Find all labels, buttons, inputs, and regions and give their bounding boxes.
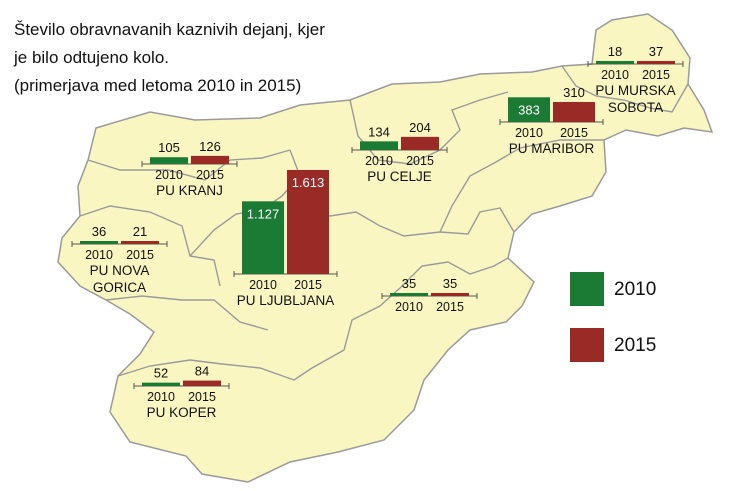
year-tick-label: 2010 [147, 390, 175, 404]
data-label: 52 [154, 366, 168, 381]
legend-swatch-2010 [570, 272, 604, 306]
district-label: PU KOPER [147, 405, 217, 420]
chart-title-line: je bilo odtujeno kolo. [14, 48, 170, 67]
district-label: PU MURSKA [595, 83, 675, 98]
year-tick-label: 2010 [155, 168, 183, 182]
data-label: 105 [158, 140, 180, 155]
map-regions [57, 13, 714, 483]
bar-2010 [242, 201, 284, 274]
data-label: 37 [649, 44, 663, 59]
data-label: 204 [409, 120, 431, 135]
data-label: 18 [608, 44, 622, 59]
data-label: 126 [199, 139, 221, 154]
year-tick-label: 2010 [365, 154, 393, 168]
data-label: 134 [368, 124, 390, 139]
year-tick-label: 2015 [642, 68, 670, 82]
bar-2015 [553, 102, 595, 122]
bar-2015 [637, 61, 675, 64]
district-border [117, 359, 313, 381]
bar-2010 [508, 97, 550, 122]
data-label: 1.613 [292, 175, 325, 190]
year-tick-label: 2015 [406, 154, 434, 168]
year-tick-label: 2015 [196, 168, 224, 182]
year-tick-label: 2015 [188, 390, 216, 404]
district-label: PU MARIBOR [509, 141, 595, 156]
bar-2015 [183, 380, 221, 386]
data-label: 21 [133, 224, 147, 239]
year-tick-label: 2010 [515, 126, 543, 140]
bar-2010 [150, 157, 188, 164]
legend-label-2010: 2010 [614, 279, 657, 300]
year-tick-label: 2010 [601, 68, 629, 82]
district-border [439, 139, 604, 233]
year-tick-label: 2015 [126, 248, 154, 262]
district-label: PU NOVA [90, 263, 150, 278]
legend-label-2015: 2015 [614, 335, 657, 356]
year-tick-label: 2015 [436, 300, 464, 314]
chart-title-line: Število obravnavanih kaznivih dejanj, kj… [14, 20, 325, 39]
data-label: 36 [92, 224, 106, 239]
bar-2015 [121, 241, 159, 244]
year-tick-label: 2015 [560, 126, 588, 140]
data-label: 84 [195, 364, 209, 379]
district-border [311, 257, 509, 369]
district-border [105, 295, 269, 331]
year-tick-label: 2010 [85, 248, 113, 262]
legend-swatch-2015 [570, 328, 604, 362]
data-label: 383 [518, 102, 540, 117]
data-label: 35 [402, 276, 416, 291]
data-label: 310 [563, 85, 585, 100]
district-border [87, 149, 291, 181]
district-border [79, 205, 221, 287]
district-border [561, 65, 689, 113]
chart-title-line: (primerjava med letoma 2010 in 2015) [14, 76, 302, 95]
district-label: SOBOTA [608, 100, 663, 115]
bar-2015 [431, 293, 469, 296]
data-label: 35 [443, 276, 457, 291]
year-tick-label: 2010 [395, 300, 423, 314]
bar-2015 [191, 155, 229, 164]
year-tick-label: 2015 [294, 278, 322, 292]
district-label: PU KRANJ [156, 183, 223, 198]
bar-2010 [360, 141, 398, 150]
district-label: GORICA [93, 280, 146, 295]
bar-2015 [287, 169, 329, 274]
bar-2010 [80, 241, 118, 244]
year-tick-label: 2010 [249, 278, 277, 292]
bar-2010 [142, 382, 180, 386]
district-label: PU LJUBLJANA [237, 293, 335, 308]
district-label: PU CELJE [367, 169, 432, 184]
data-label: 1.127 [247, 206, 280, 221]
bar-2010 [596, 61, 634, 64]
bar-2015 [401, 136, 439, 150]
bar-2010 [390, 293, 428, 296]
